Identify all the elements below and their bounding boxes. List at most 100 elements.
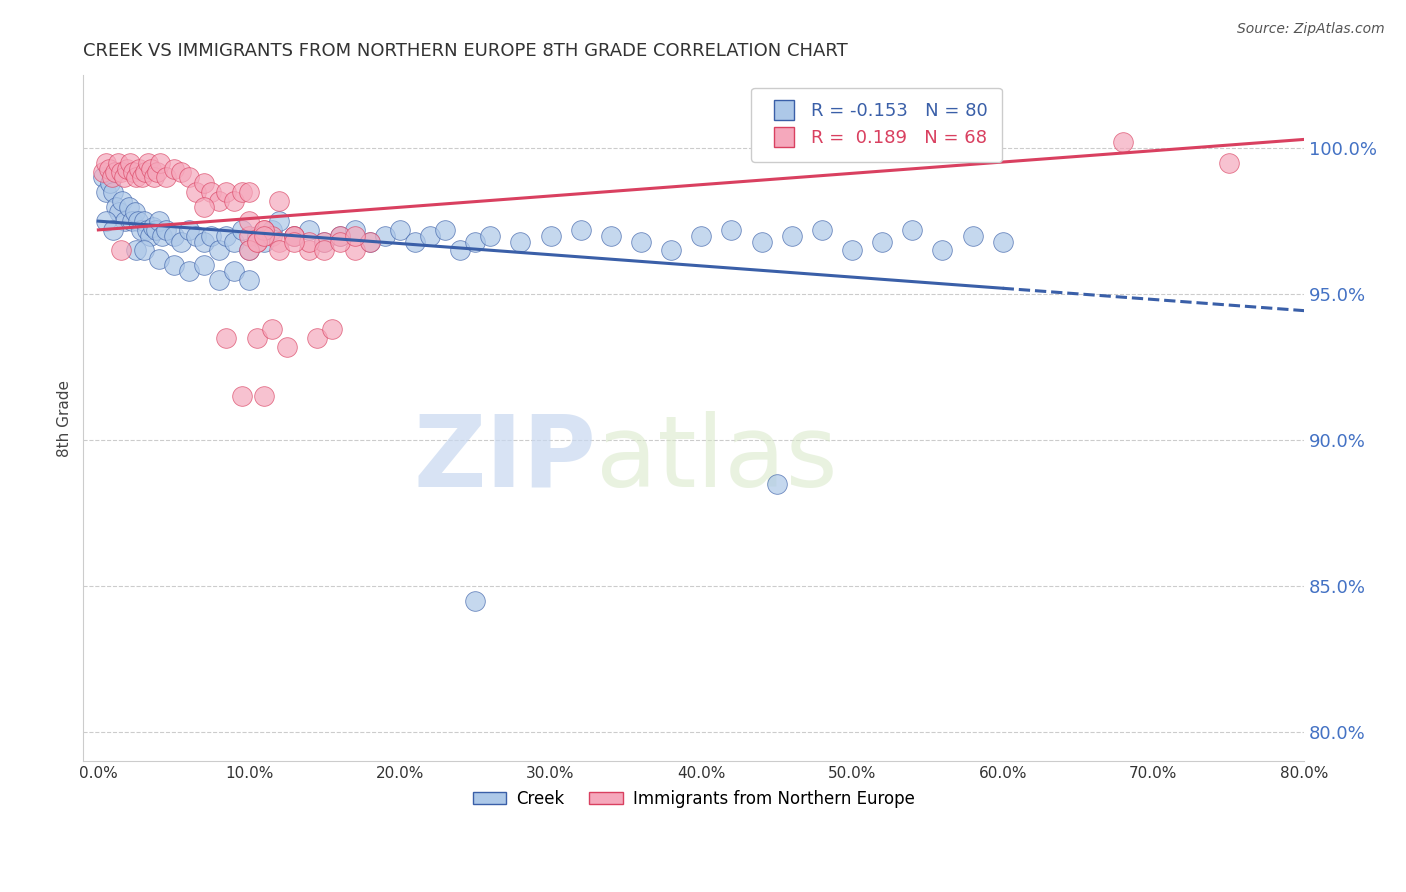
Point bbox=[314, 244, 336, 258]
Point bbox=[359, 235, 381, 249]
Point bbox=[810, 223, 832, 237]
Text: Source: ZipAtlas.com: Source: ZipAtlas.com bbox=[1237, 22, 1385, 37]
Point bbox=[103, 223, 125, 237]
Point bbox=[991, 235, 1014, 249]
Point bbox=[659, 244, 682, 258]
Point bbox=[276, 340, 298, 354]
Point bbox=[540, 228, 562, 243]
Point bbox=[305, 331, 328, 345]
Point bbox=[94, 214, 117, 228]
Point bbox=[122, 164, 145, 178]
Point bbox=[125, 170, 148, 185]
Point bbox=[246, 235, 269, 249]
Point bbox=[404, 235, 426, 249]
Point bbox=[231, 223, 253, 237]
Point bbox=[138, 228, 160, 243]
Point bbox=[231, 185, 253, 199]
Point bbox=[114, 214, 136, 228]
Point bbox=[215, 331, 238, 345]
Point bbox=[343, 223, 366, 237]
Point bbox=[269, 214, 291, 228]
Point bbox=[91, 170, 114, 185]
Point bbox=[177, 223, 200, 237]
Point bbox=[105, 200, 128, 214]
Point bbox=[343, 228, 366, 243]
Point bbox=[118, 155, 141, 169]
Point bbox=[253, 389, 276, 403]
Point bbox=[134, 164, 156, 178]
Point bbox=[127, 214, 149, 228]
Point bbox=[238, 214, 260, 228]
Point bbox=[208, 244, 231, 258]
Point bbox=[283, 235, 305, 249]
Point bbox=[163, 228, 186, 243]
Point bbox=[246, 228, 269, 243]
Point bbox=[238, 272, 260, 286]
Point bbox=[117, 200, 139, 214]
Point bbox=[200, 228, 222, 243]
Point bbox=[103, 185, 125, 199]
Point bbox=[129, 223, 152, 237]
Point bbox=[253, 223, 276, 237]
Point bbox=[142, 219, 165, 234]
Point bbox=[143, 170, 166, 185]
Point bbox=[186, 185, 208, 199]
Point bbox=[464, 593, 486, 607]
Point bbox=[260, 322, 283, 336]
Text: ZIP: ZIP bbox=[413, 411, 596, 508]
Point bbox=[321, 322, 343, 336]
Point bbox=[269, 244, 291, 258]
Point bbox=[901, 223, 924, 237]
Point bbox=[246, 331, 269, 345]
Point bbox=[155, 170, 177, 185]
Point bbox=[170, 164, 193, 178]
Point bbox=[110, 244, 132, 258]
Point bbox=[479, 228, 502, 243]
Point bbox=[283, 228, 305, 243]
Point bbox=[132, 214, 155, 228]
Point bbox=[464, 235, 486, 249]
Point bbox=[193, 235, 215, 249]
Point bbox=[108, 205, 131, 219]
Point bbox=[962, 228, 984, 243]
Text: atlas: atlas bbox=[596, 411, 838, 508]
Point bbox=[110, 164, 132, 178]
Point bbox=[125, 244, 148, 258]
Point bbox=[238, 244, 260, 258]
Point bbox=[419, 228, 441, 243]
Point bbox=[200, 185, 222, 199]
Point bbox=[690, 228, 713, 243]
Point bbox=[328, 228, 350, 243]
Point bbox=[222, 235, 245, 249]
Text: CREEK VS IMMIGRANTS FROM NORTHERN EUROPE 8TH GRADE CORRELATION CHART: CREEK VS IMMIGRANTS FROM NORTHERN EUROPE… bbox=[83, 42, 848, 60]
Point bbox=[121, 214, 143, 228]
Point bbox=[97, 161, 120, 176]
Point bbox=[328, 228, 350, 243]
Point bbox=[222, 264, 245, 278]
Point bbox=[177, 264, 200, 278]
Point bbox=[124, 205, 146, 219]
Point bbox=[155, 223, 177, 237]
Point bbox=[238, 185, 260, 199]
Point bbox=[314, 235, 336, 249]
Point bbox=[931, 244, 953, 258]
Point bbox=[132, 244, 155, 258]
Point bbox=[215, 228, 238, 243]
Point bbox=[131, 170, 153, 185]
Point bbox=[246, 235, 269, 249]
Point bbox=[139, 161, 162, 176]
Point bbox=[238, 244, 260, 258]
Point bbox=[343, 244, 366, 258]
Point bbox=[599, 228, 621, 243]
Point bbox=[841, 244, 863, 258]
Point bbox=[388, 223, 411, 237]
Point bbox=[374, 228, 396, 243]
Point bbox=[765, 476, 787, 491]
Point bbox=[208, 272, 231, 286]
Point bbox=[104, 164, 127, 178]
Point bbox=[193, 258, 215, 272]
Point bbox=[328, 235, 350, 249]
Point bbox=[231, 389, 253, 403]
Point bbox=[208, 194, 231, 208]
Point bbox=[193, 200, 215, 214]
